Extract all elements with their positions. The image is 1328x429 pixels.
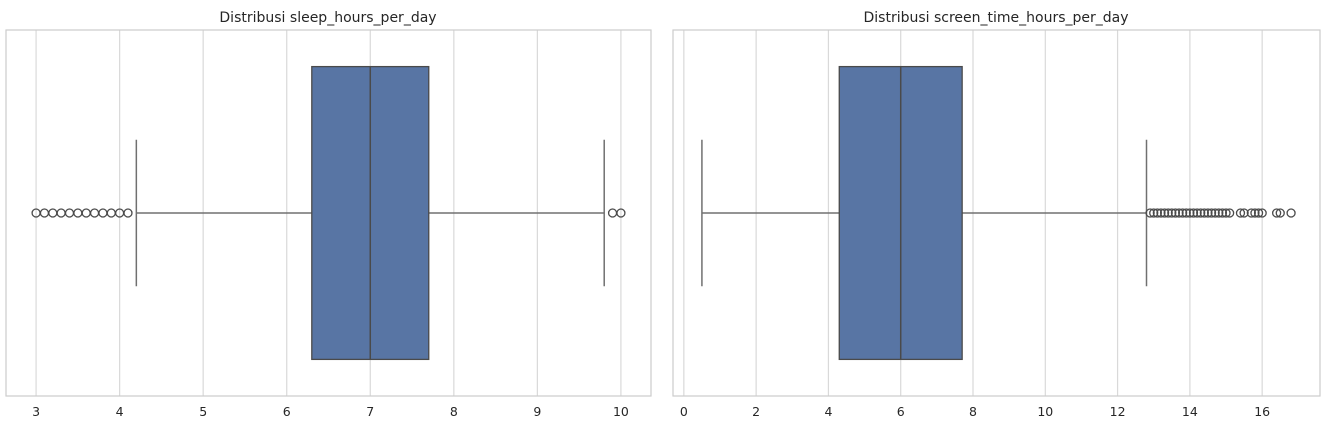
screen-time-outlier-point: [1239, 208, 1249, 218]
screen-time-x-tick-label: 2: [752, 404, 760, 419]
screen-time-outlier-point: [1257, 208, 1267, 218]
screen-time-x-tick-label: 16: [1254, 404, 1270, 419]
screen-time-chart-title: Distribusi screen_time_hours_per_day: [863, 10, 1128, 26]
screen-time-outlier-point: [1159, 208, 1170, 218]
sleep-hours-x-tick-label: 5: [199, 404, 207, 419]
screen-time-outlier-point: [1214, 208, 1224, 218]
sleep-hours-outlier-point: [123, 208, 133, 218]
screen-time-outlier-point: [1192, 208, 1202, 218]
screen-time-outlier-point: [1250, 208, 1260, 218]
screen-time-outlier-point: [1152, 208, 1162, 218]
sleep-hours-boxplot-panel: Distribusi sleep_hours_per_day 3 4 5 6 7 8 9 10: [5, 10, 652, 419]
sleep-hours-x-tick-label: 4: [116, 404, 124, 419]
screen-time-outlier-point: [1177, 208, 1188, 218]
screen-time-outlier-point: [1275, 208, 1285, 218]
sleep-hours-outlier-point: [73, 208, 83, 218]
sleep-hours-x-tick-label: 3: [32, 404, 40, 419]
screen-time-x-tick-label: 6: [897, 404, 905, 419]
screen-time-outlier-point: [1271, 208, 1282, 218]
screen-time-plot-frame: [672, 29, 1321, 397]
screen-time-outlier-point: [1149, 208, 1159, 218]
screen-time-outlier-point: [1206, 208, 1217, 218]
screen-time-outlier-point: [1253, 208, 1264, 218]
sleep-hours-outlier-point: [81, 208, 91, 218]
sleep-hours-plot-frame: [5, 29, 652, 397]
sleep-hours-outlier-point: [106, 208, 116, 218]
screen-time-x-tick-label: 10: [1037, 404, 1053, 419]
screen-time-outlier-point: [1246, 208, 1256, 218]
sleep-hours-x-tick-label: 9: [533, 404, 541, 419]
screen-time-outlier-point: [1167, 208, 1177, 218]
screen-time-outlier-point: [1156, 208, 1166, 218]
screen-time-outlier-point: [1185, 208, 1195, 218]
sleep-hours-outlier-point: [56, 208, 66, 218]
screen-time-outlier-point: [1235, 208, 1246, 218]
screen-time-outlier-point: [1199, 208, 1209, 218]
sleep-hours-outlier-point: [616, 208, 626, 218]
screen-time-outlier-point: [1163, 208, 1173, 218]
screen-time-outlier-point: [1217, 208, 1228, 218]
sleep-hours-outlier-point: [98, 208, 108, 218]
screen-time-outlier-point: [1196, 208, 1206, 218]
screen-time-x-tick-label: 12: [1110, 404, 1126, 419]
sleep-hours-chart-title: Distribusi sleep_hours_per_day: [219, 10, 436, 26]
screen-time-outlier-point: [1188, 208, 1199, 218]
screen-time-outlier-point: [1286, 208, 1296, 218]
screen-time-x-tick-label: 8: [969, 404, 977, 419]
screen-time-x-tick-label: 0: [680, 404, 688, 419]
screen-time-outlier-point: [1174, 208, 1184, 218]
screen-time-outlier-point: [1145, 208, 1155, 218]
sleep-hours-x-tick-label: 6: [283, 404, 291, 419]
sleep-hours-outlier-point: [48, 208, 58, 218]
screen-time-outlier-point: [1170, 208, 1181, 218]
sleep-hours-outlier-point: [39, 208, 50, 218]
sleep-hours-x-tick-label: 10: [613, 404, 629, 419]
screen-time-outlier-point: [1224, 208, 1235, 218]
screen-time-outlier-point: [1210, 208, 1220, 218]
screen-time-x-tick-label: 4: [824, 404, 832, 419]
screen-time-outlier-point: [1203, 208, 1213, 218]
sleep-hours-outlier-point: [89, 208, 100, 218]
sleep-hours-outlier-point: [64, 208, 75, 218]
sleep-hours-x-tick-label: 8: [450, 404, 458, 419]
screen-time-x-tick-label: 14: [1182, 404, 1198, 419]
sleep-hours-outlier-point: [607, 208, 618, 218]
sleep-hours-x-tick-label: 7: [366, 404, 374, 419]
screen-time-outlier-point: [1221, 208, 1231, 218]
screen-time-outlier-point: [1181, 208, 1191, 218]
screen-time-boxplot-panel: Distribusi screen_time_hours_per_day 0 2 4…: [672, 10, 1321, 419]
